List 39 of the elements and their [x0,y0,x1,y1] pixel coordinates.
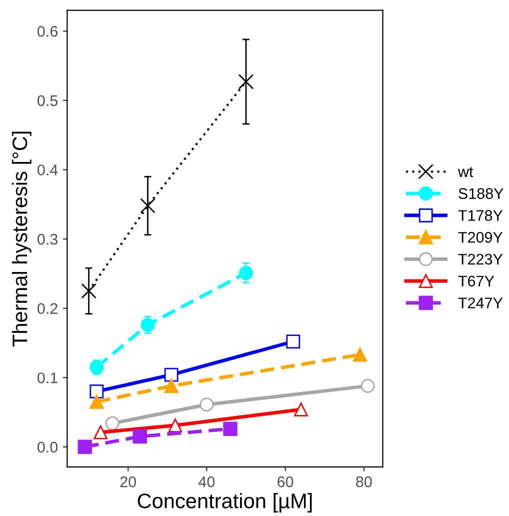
point [238,74,254,90]
y-tick-label: 0.6 [38,26,58,37]
point [140,198,156,214]
y-tick-label: 0.0 [38,442,58,453]
x-tick-label: 40 [198,476,215,488]
point [200,398,214,412]
point [132,429,147,444]
point [294,402,308,416]
point [286,334,300,348]
point [78,440,92,454]
x-tick-label: 20 [120,476,136,488]
point [94,425,108,440]
y-axis-title: Thermal hysteresis [°C] [12,132,32,347]
legend-label: T223Y [458,254,503,265]
y-tick-label: 0.5 [38,95,58,106]
y-tick-label: 0.1 [38,372,58,384]
y-tick-label: 0.4 [38,164,58,176]
legend-label: S188Y [458,188,504,199]
point [81,283,96,299]
legend-label: wt [458,167,474,178]
point [90,394,104,409]
point [105,416,120,430]
point [238,266,254,280]
legend-label: T247Y [458,298,503,308]
legend-label: T178Y [458,210,503,221]
point [352,348,368,362]
x-tick-label: 80 [356,476,372,488]
point [90,384,104,398]
x-axis-title: Concentration [µM] [138,493,312,512]
x-tick-label: 60 [278,476,294,488]
legend-label: T67Y [458,276,494,287]
point [223,422,238,436]
point [168,418,182,432]
y-tick-label: 0.3 [38,234,58,245]
legend-label: T209Y [458,232,503,243]
point [360,378,375,393]
point [164,378,178,393]
y-tick-label: 0.2 [38,303,58,314]
point [164,368,178,382]
